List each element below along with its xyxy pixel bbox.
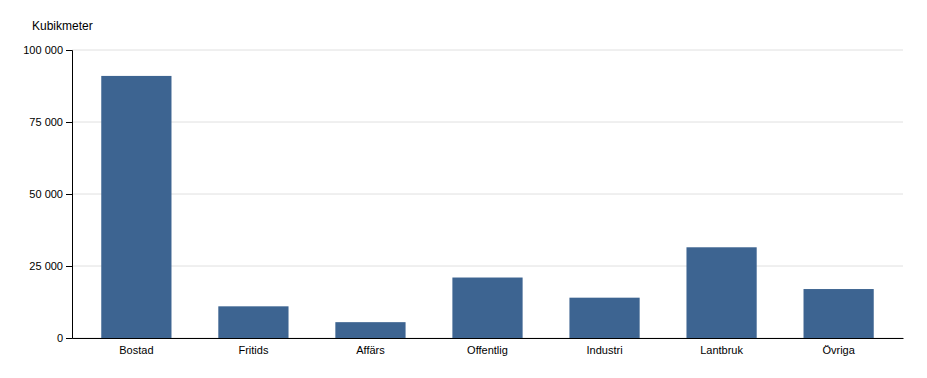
grid [72,50,903,338]
x-tick: Bostad [119,338,153,356]
bar [452,278,522,338]
bar [804,289,874,338]
y-tick-label: 25 000 [29,260,63,272]
y-tick-label: 75 000 [29,116,63,128]
bar [686,247,756,338]
x-tick-label: Affärs [356,344,385,356]
y-axis-label: Kubikmeter [32,19,93,33]
y-tick-label: 50 000 [29,188,63,200]
x-tick: Lantbruk [700,338,743,356]
x-tick: Offentlig [467,338,508,356]
x-tick-label: Fritids [238,344,268,356]
grid-line [72,194,903,195]
y-tick-mark [66,338,72,339]
grid-line [72,266,903,267]
chart-container: 0 25 000 50 000 75 000 100 000 Bostad Fritids A… [0,0,927,378]
x-tick: Övriga [822,338,855,356]
y-tick: 100 000 [23,44,72,56]
y-tick-mark [66,50,72,51]
bars [101,76,873,338]
x-axis: Bostad Fritids Affärs Offentlig Industri Lant… [73,338,904,356]
x-tick: Fritids [238,338,268,356]
x-axis-line [73,338,904,339]
y-tick: 0 [57,332,72,344]
y-tick-mark [66,266,72,267]
bar [335,322,405,338]
bar [218,306,288,338]
y-axis: 0 25 000 50 000 75 000 100 000 [23,44,72,344]
bar [569,298,639,338]
grid-line [72,122,903,123]
x-tick: Affärs [356,338,385,356]
y-tick: 75 000 [29,116,72,128]
x-tick-label: Offentlig [467,344,508,356]
y-tick-label: 0 [57,332,63,344]
y-tick-mark [66,194,72,195]
y-tick-mark [66,122,72,123]
y-tick-label: 100 000 [23,44,63,56]
y-axis-line [66,51,73,339]
x-tick-label: Industri [587,344,623,356]
plot: 0 25 000 50 000 75 000 100 000 Bostad Fritids A… [23,44,903,356]
grid-line [72,50,903,51]
x-tick-label: Lantbruk [700,344,743,356]
x-tick: Industri [587,338,623,356]
chart: 0 25 000 50 000 75 000 100 000 Bostad Fritids A… [0,0,927,378]
x-tick-label: Bostad [119,344,153,356]
y-tick: 25 000 [29,260,72,272]
y-tick: 50 000 [29,188,72,200]
bar [101,76,171,338]
x-tick-label: Övriga [822,344,855,356]
